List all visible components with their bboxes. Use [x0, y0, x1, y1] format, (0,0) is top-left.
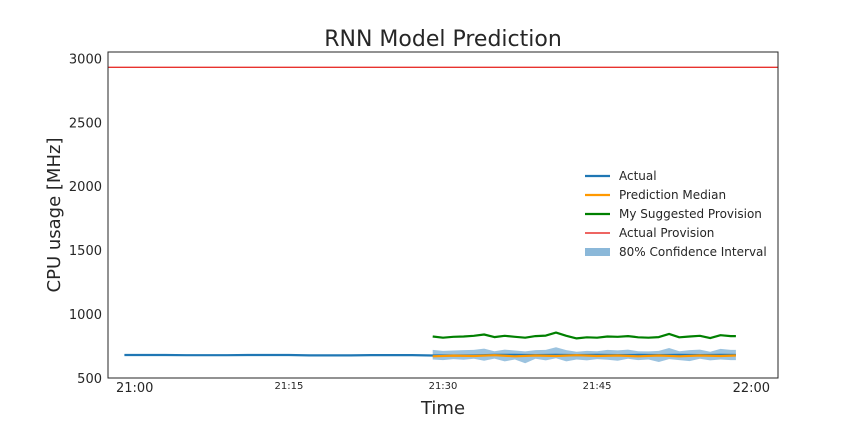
x-tick-label: 21:15 — [274, 381, 303, 392]
x-axis-label: Time — [420, 398, 465, 419]
y-axis-label: CPU usage [MHz] — [44, 138, 65, 293]
legend: Actual Prediction Median My Suggested Prov… — [585, 169, 767, 259]
plot-frame — [107, 51, 779, 379]
y-tick-label: 1000 — [69, 308, 102, 323]
legend-entry: Prediction Median — [619, 188, 726, 202]
y-tick-label: 500 — [77, 372, 102, 387]
x-tick-label: 22:00 — [733, 381, 770, 396]
y-tick-label: 3000 — [69, 52, 102, 67]
legend-entry: Actual — [619, 169, 657, 183]
legend-entry: 80% Confidence Interval — [619, 245, 767, 259]
plot-area — [108, 66, 778, 364]
x-tick-label: 21:00 — [116, 381, 153, 396]
y-axis-ticks: 500 1000 1500 2000 2500 3000 — [69, 52, 102, 387]
x-axis-ticks: 21:00 21:15 21:30 21:45 22:00 — [116, 381, 770, 396]
legend-entry: My Suggested Provision — [619, 207, 762, 221]
y-tick-label: 2500 — [69, 116, 102, 131]
x-tick-label: 21:30 — [429, 381, 458, 392]
legend-swatch-band — [585, 248, 610, 256]
legend-entry: Actual Provision — [619, 226, 714, 240]
x-tick-label: 21:45 — [583, 381, 612, 392]
chart-title: RNN Model Prediction — [324, 27, 562, 52]
y-tick-label: 2000 — [69, 180, 102, 195]
series-line-my-suggested-provision — [432, 331, 736, 340]
y-tick-label: 1500 — [69, 244, 102, 259]
series-line-prediction-median — [432, 354, 736, 358]
